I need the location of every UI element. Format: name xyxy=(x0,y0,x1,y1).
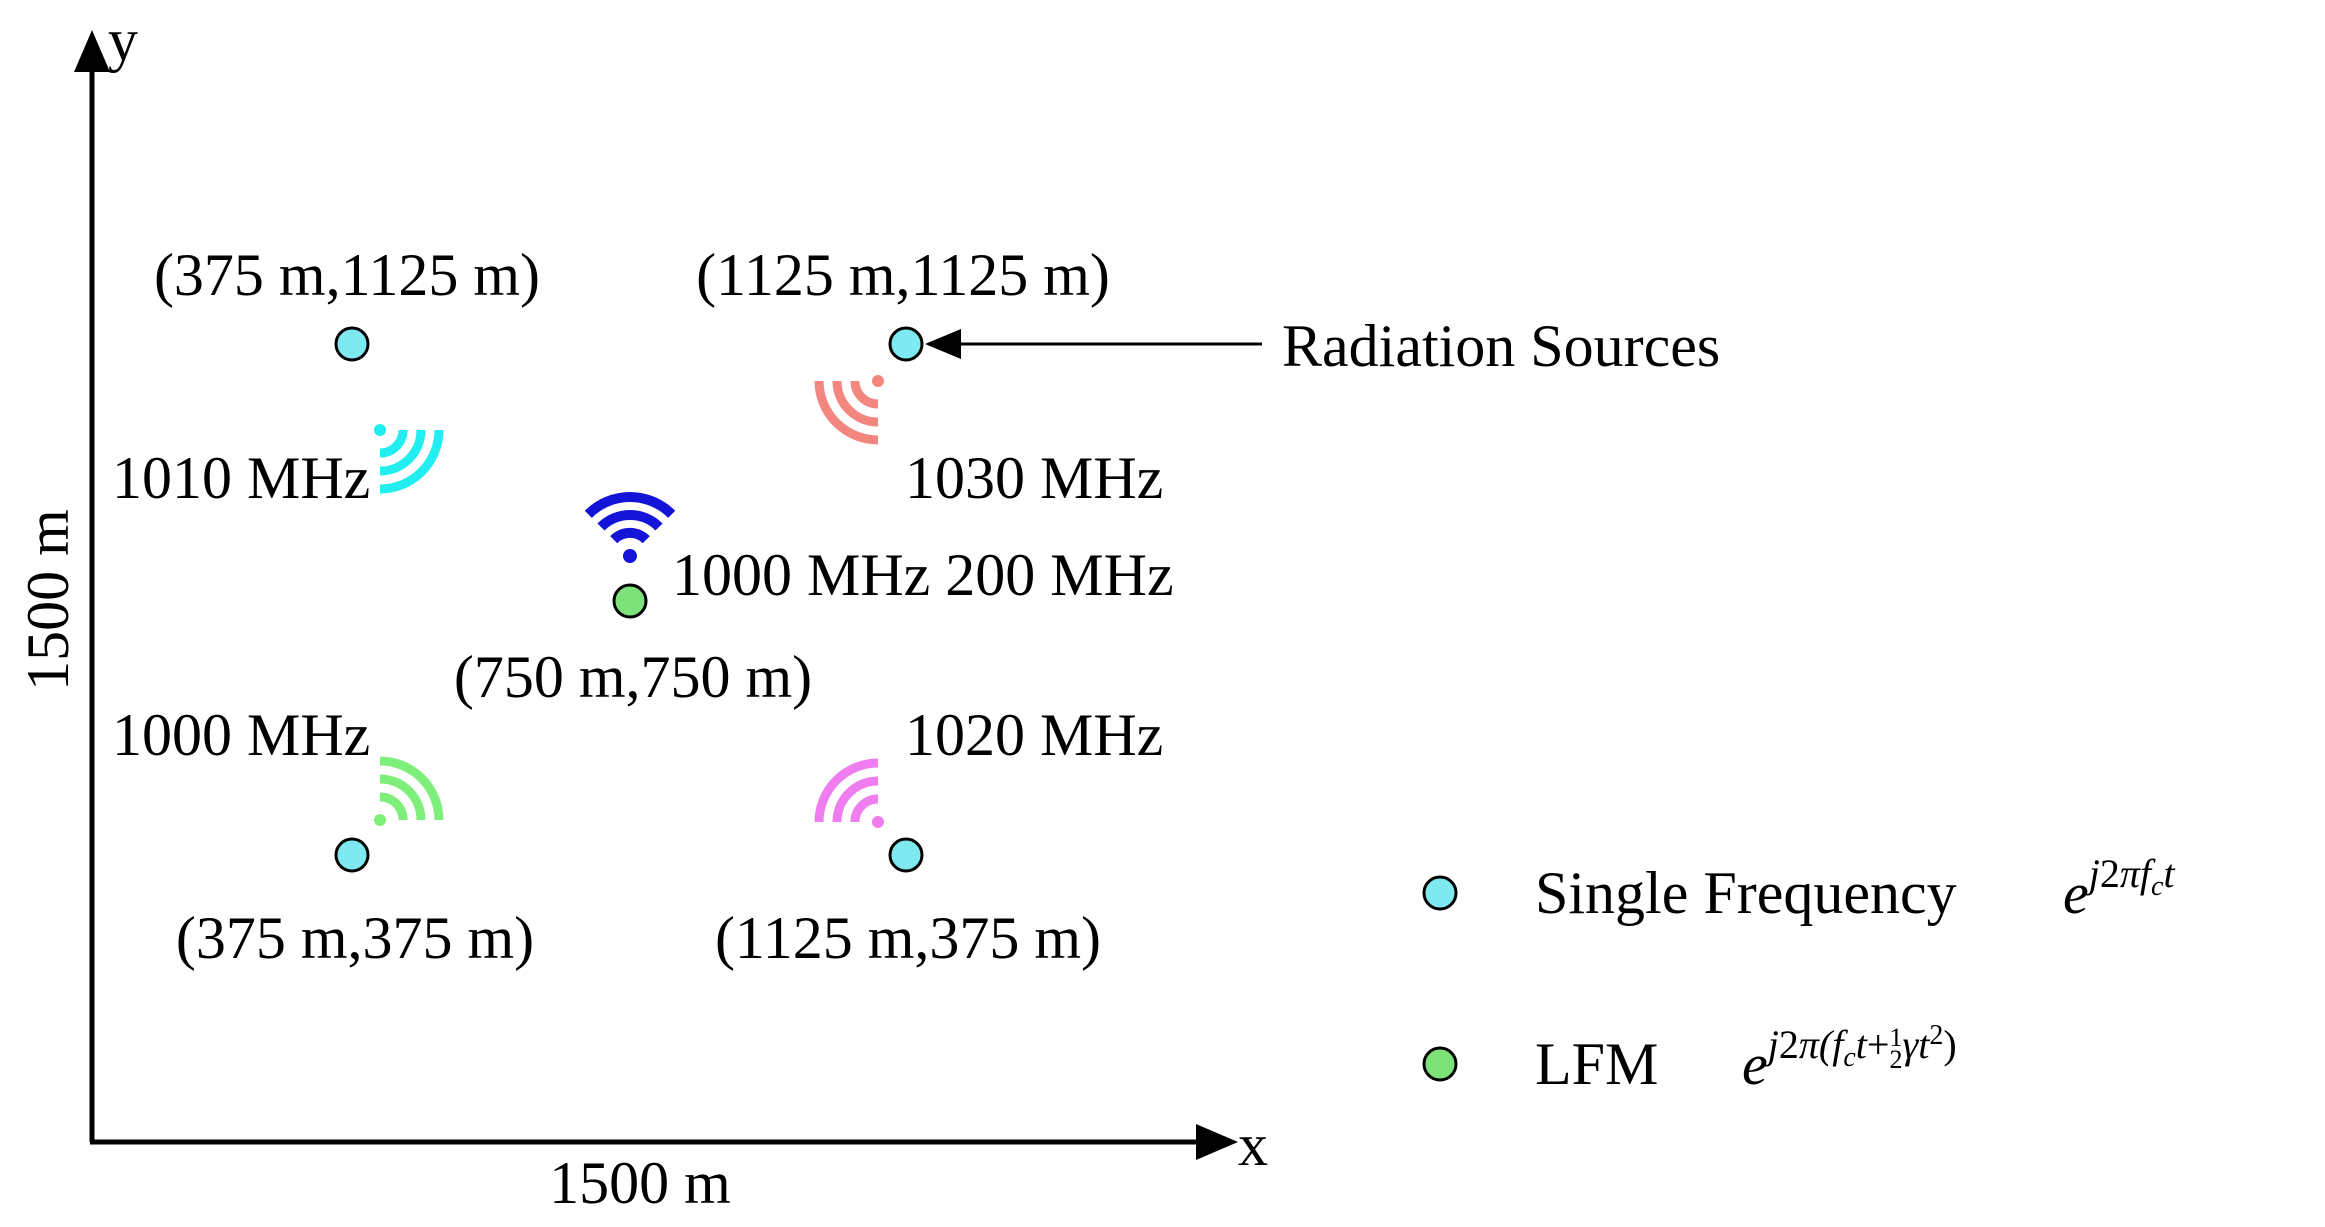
wifi-signal-icon xyxy=(374,424,444,494)
y-span-label: 1500 m xyxy=(15,509,81,691)
source-top-left: (375 m,1125 m) 1010 MHz xyxy=(112,242,540,511)
source-center: 1000 MHz 200 MHz (750 m,750 m) xyxy=(454,492,1174,710)
source-coord-label: (1125 m,1125 m) xyxy=(696,242,1110,308)
legend-item-lfm: LFM ej2π(fct+1 2γt2) xyxy=(1422,1020,1957,1097)
source-coord-label: (375 m,1125 m) xyxy=(154,242,540,308)
source-marker xyxy=(888,837,924,873)
legend: Single Frequency ej2πfct LFM ej2π(fct+1 2… xyxy=(1422,851,2175,1097)
source-marker xyxy=(334,837,370,873)
legend-formula-single: ej2πfct xyxy=(2063,851,2175,926)
legend-label-lfm: LFM xyxy=(1535,1031,1658,1097)
source-coord-label: (1125 m,375 m) xyxy=(715,905,1101,971)
source-marker xyxy=(612,583,648,619)
legend-formula-lfm: ej2π(fct+1 2γt2) xyxy=(1742,1020,1957,1097)
wifi-signal-icon xyxy=(374,756,444,826)
source-coord-label: (375 m,375 m) xyxy=(176,905,534,971)
wifi-signal-icon xyxy=(814,758,884,828)
source-frequency-label: 1000 MHz 200 MHz xyxy=(672,542,1174,608)
axes: y x 1500 m 1500 m xyxy=(15,7,1268,1216)
source-bottom-left: 1000 MHz (375 m,375 m) xyxy=(112,702,534,971)
legend-marker-single xyxy=(1422,875,1458,911)
wifi-signal-icon xyxy=(814,375,884,445)
wifi-signal-icon xyxy=(584,492,676,563)
x-axis-label: x xyxy=(1238,1112,1268,1178)
legend-item-single-frequency: Single Frequency ej2πfct xyxy=(1422,851,2175,926)
legend-marker-lfm xyxy=(1422,1046,1458,1082)
y-axis-arrowhead xyxy=(74,30,110,72)
source-bottom-right: 1020 MHz (1125 m,375 m) xyxy=(715,702,1163,971)
source-frequency-label: 1000 MHz xyxy=(112,702,370,768)
source-frequency-label: 1010 MHz xyxy=(112,445,370,511)
x-axis-arrowhead xyxy=(1196,1124,1238,1160)
source-coord-label: (750 m,750 m) xyxy=(454,644,812,710)
source-marker xyxy=(888,326,924,362)
annotation-label: Radiation Sources xyxy=(1282,313,1720,379)
x-span-label: 1500 m xyxy=(549,1150,731,1216)
source-frequency-label: 1020 MHz xyxy=(905,702,1163,768)
legend-label-single: Single Frequency xyxy=(1535,860,1957,926)
source-top-right: (1125 m,1125 m) 1030 MHz Radiation Sourc… xyxy=(696,242,1720,511)
y-axis-label: y xyxy=(108,7,138,73)
source-frequency-label: 1030 MHz xyxy=(905,445,1163,511)
source-marker xyxy=(334,326,370,362)
